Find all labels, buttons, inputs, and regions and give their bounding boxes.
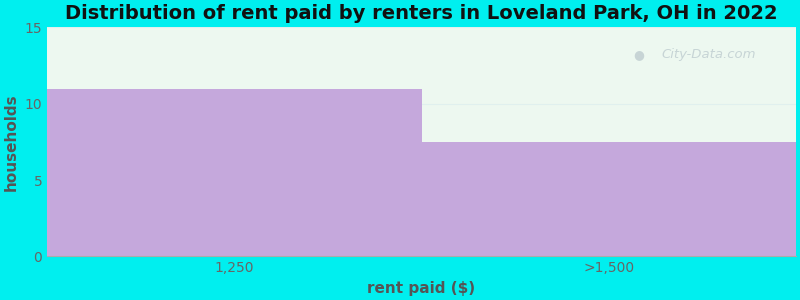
Text: ●: ●: [633, 49, 644, 62]
Bar: [422, 142, 796, 256]
Text: City-Data.com: City-Data.com: [661, 49, 755, 62]
Bar: [47, 88, 422, 256]
Title: Distribution of rent paid by renters in Loveland Park, OH in 2022: Distribution of rent paid by renters in …: [66, 4, 778, 23]
X-axis label: rent paid ($): rent paid ($): [367, 281, 475, 296]
Y-axis label: households: households: [4, 93, 19, 191]
